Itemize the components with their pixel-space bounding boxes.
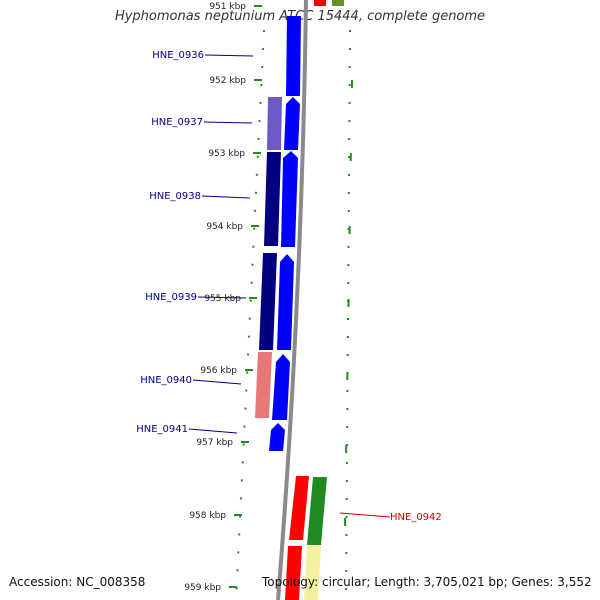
- green-gene-top[interactable]: [332, 0, 344, 6]
- gene-label-hne-0940[interactable]: HNE_0940: [140, 375, 192, 386]
- gene-hne-0937-block[interactable]: [284, 97, 300, 150]
- scale-label: 954 kbp: [206, 222, 243, 232]
- gene-labels: HNE_0936 HNE_0937 HNE_0938 HNE_0939 HNE_0940…: [136, 50, 442, 523]
- red-gene-top[interactable]: [314, 0, 326, 6]
- reverse-strand-genes[interactable]: [255, 97, 282, 418]
- gene-hne-0939-block[interactable]: [277, 254, 294, 350]
- outer-tick-ladder: [343, 29, 353, 600]
- gene-label-hne-0942[interactable]: HNE_0942: [390, 512, 442, 523]
- gene-hne-0940-reverse[interactable]: [255, 352, 272, 418]
- gene-label-hne-0937[interactable]: HNE_0937: [151, 117, 203, 128]
- gene-label-leaders: [188, 54, 391, 518]
- genome-backbone: [276, 0, 308, 600]
- gene-hne-0942-green-block[interactable]: [307, 477, 327, 545]
- scale-labels: 951 kbp 952 kbp 953 kbp 954 kbp 955 kbp 956 k…: [184, 2, 262, 593]
- gene-hne-0938-reverse[interactable]: [264, 152, 281, 246]
- gene-hne-0940-block[interactable]: [272, 354, 290, 420]
- scale-label: 955 kbp: [204, 294, 241, 304]
- colored-genes[interactable]: [285, 0, 344, 600]
- accession-label: Accession: NC_008358: [9, 575, 146, 589]
- scale-label: 959 kbp: [184, 583, 221, 593]
- gene-hne-0938-block[interactable]: [281, 151, 298, 247]
- yellow-gene-bottom[interactable]: [304, 546, 321, 600]
- forward-strand-genes[interactable]: [269, 16, 301, 451]
- gene-hne-0939-reverse[interactable]: [259, 253, 277, 350]
- scale-label: 956 kbp: [200, 366, 237, 376]
- gene-label-hne-0936[interactable]: HNE_0936: [152, 50, 204, 61]
- gene-hne-0936-block[interactable]: [286, 16, 301, 96]
- gene-hne-0942-red-block[interactable]: [289, 476, 309, 540]
- red-gene-bottom[interactable]: [285, 546, 302, 600]
- gene-label-hne-0938[interactable]: HNE_0938: [149, 191, 201, 202]
- genome-info-label: Topology: circular; Length: 3,705,021 bp…: [262, 575, 592, 589]
- gene-label-hne-0939[interactable]: HNE_0939: [145, 292, 197, 303]
- scale-label: 958 kbp: [189, 511, 226, 521]
- scale-label: 953 kbp: [208, 149, 245, 159]
- gene-hne-0937-reverse[interactable]: [267, 97, 282, 150]
- gene-hne-0941-block[interactable]: [269, 423, 285, 451]
- gene-label-hne-0941[interactable]: HNE_0941: [136, 424, 188, 435]
- scale-label: 951 kbp: [209, 2, 246, 12]
- scale-label: 957 kbp: [196, 438, 233, 448]
- scale-label: 952 kbp: [209, 76, 246, 86]
